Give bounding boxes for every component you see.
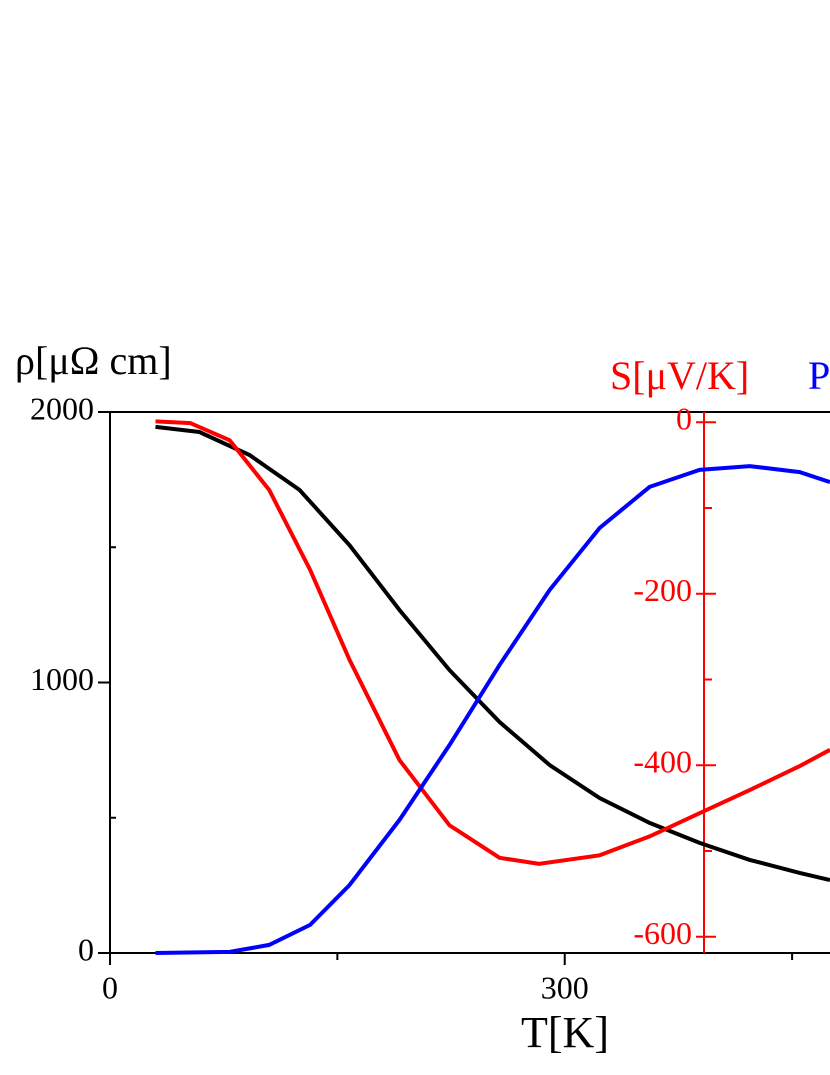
x-tick-label: 0 (102, 969, 118, 1005)
series-line (155, 419, 830, 866)
y-tick-label: 0 (78, 931, 94, 967)
y3-axis-label: P (808, 353, 830, 398)
y2-tick-label: -400 (633, 744, 692, 780)
x-tick-label: 300 (541, 969, 589, 1005)
series-line (155, 424, 830, 882)
y2-axis-label: S[μV/K] (610, 353, 749, 398)
x-axis-label: T[K] (521, 1008, 609, 1057)
series-line (155, 464, 830, 955)
y2-tick-label: -200 (633, 572, 692, 608)
y2-tick-label: 0 (676, 401, 692, 437)
y-tick-label: 1000 (30, 661, 94, 697)
y-tick-label: 2000 (30, 390, 94, 426)
y-axis-label: ρ[μΩ cm] (15, 338, 172, 383)
y2-tick-label: -600 (633, 915, 692, 951)
